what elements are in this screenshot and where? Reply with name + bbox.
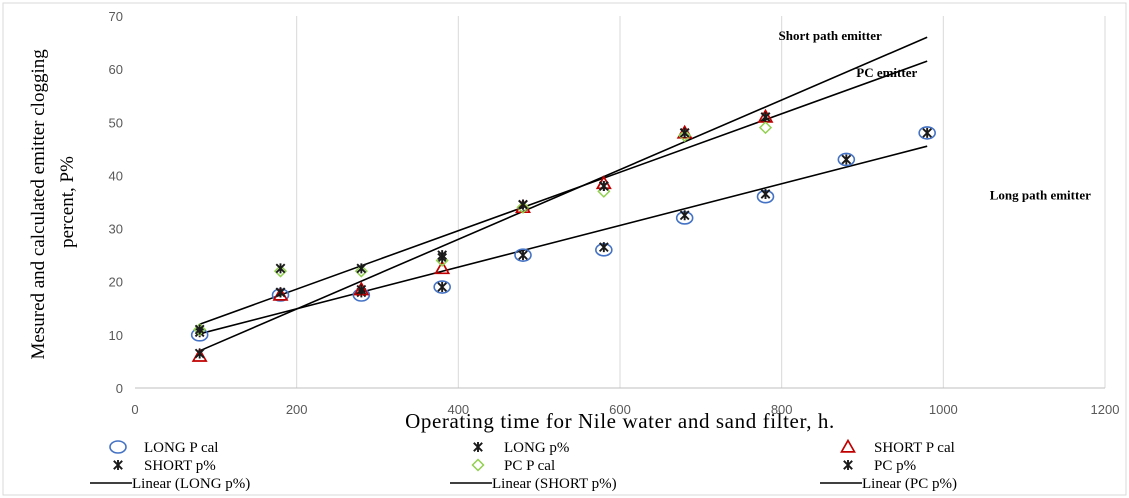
trendline-1	[199, 145, 928, 335]
point-series-6-6	[598, 181, 609, 192]
legend-label: SHORT P cal	[874, 440, 955, 456]
y-tick-label: 0	[116, 381, 123, 396]
x-tick-label: 400	[447, 402, 469, 417]
point-series-2-5	[518, 250, 528, 261]
x-axis-label: Operating time for Nile water and sand f…	[405, 409, 835, 433]
annotations: Short path emitter PC emitter Long path em…	[779, 28, 1092, 202]
legend: LONG P cal LONG p% SHORT P cal SHORT p% PC P…	[90, 438, 957, 492]
point-series-5-7	[678, 129, 692, 143]
point-series-2-8	[760, 189, 771, 200]
legend-marker-5	[471, 458, 485, 472]
y-tick-label: 40	[109, 168, 123, 183]
point-series-1-10	[918, 126, 936, 140]
point-series-2-9	[841, 154, 852, 165]
trendline-2	[199, 36, 928, 352]
legend-marker-6	[843, 460, 853, 470]
point-series-5-2	[273, 264, 288, 278]
y-tick-label: 30	[109, 222, 123, 237]
legend-trendline-label: Linear (LONG p%)	[132, 476, 250, 492]
point-series-3-4	[434, 260, 451, 275]
point-series-6-5	[518, 199, 528, 210]
legend-trendline-label: Linear (SHORT p%)	[492, 476, 617, 492]
gridlines	[296, 16, 1106, 388]
point-series-2-10	[922, 127, 933, 138]
legend-marker-1	[109, 440, 127, 454]
y-tick-labels: 0 10 20 30 40 50 60 70	[109, 9, 123, 396]
point-series-6-8	[760, 111, 771, 122]
legend-label: LONG p%	[504, 440, 569, 456]
legend-label: PC P cal	[504, 458, 555, 474]
legend-label: SHORT p%	[144, 458, 216, 474]
point-series-2-4	[437, 282, 448, 293]
x-tick-label: 1000	[929, 402, 958, 417]
y-tick-label: 70	[109, 9, 123, 24]
x-tick-labels: 0 200 400 600 800 1000 1200	[131, 402, 1119, 417]
point-series-1-9	[837, 152, 856, 167]
point-series-4-1	[194, 348, 205, 359]
y-tick-label: 50	[109, 115, 123, 130]
point-series-3-1	[191, 347, 208, 362]
legend-trendline-label: Linear (PC p%)	[862, 476, 957, 492]
annotation-3: Long path emitter	[990, 187, 1091, 202]
annotation-2: PC emitter	[856, 65, 917, 80]
trendline-3	[199, 60, 928, 325]
point-series-4-2	[275, 287, 286, 298]
point-series-6-1	[194, 324, 205, 335]
point-series-5-3	[354, 264, 368, 278]
legend-marker-4	[113, 460, 123, 470]
legend-marker-2	[473, 442, 483, 452]
data-points	[190, 108, 936, 362]
x-tick-label: 0	[131, 402, 138, 417]
y-tick-label: 10	[109, 328, 123, 343]
point-series-4-3	[356, 284, 367, 295]
y-tick-label: 20	[109, 275, 123, 290]
x-tick-label: 600	[609, 402, 631, 417]
legend-label: LONG P cal	[144, 440, 218, 456]
x-tick-label: 800	[771, 402, 793, 417]
point-series-5-1	[193, 322, 207, 337]
point-series-2-6	[598, 242, 609, 253]
point-series-1-5	[514, 248, 532, 262]
y-tick-label: 60	[109, 62, 123, 77]
x-tick-label: 1200	[1091, 402, 1120, 417]
point-series-6-2	[275, 263, 286, 274]
point-series-6-4	[437, 250, 448, 261]
point-series-5-8	[758, 121, 773, 135]
annotation-1: Short path emitter	[779, 28, 882, 43]
y-axis-label-line-1: Mesured and calculated emitter clogging	[28, 49, 49, 360]
point-series-2-7	[679, 210, 690, 221]
legend-marker-3	[840, 438, 856, 453]
y-axis-label: Mesured and calculated emitter clogging …	[28, 45, 78, 360]
x-tick-label: 200	[286, 402, 308, 417]
point-series-6-7	[679, 127, 690, 138]
trendlines	[199, 36, 928, 352]
point-series-5-5	[516, 200, 530, 214]
point-series-3-2	[272, 286, 289, 301]
y-axis-label-line-2: percent, P%	[57, 156, 78, 248]
legend-label: PC p%	[874, 458, 916, 474]
point-series-6-3	[356, 263, 367, 274]
point-series-1-4	[433, 280, 451, 294]
